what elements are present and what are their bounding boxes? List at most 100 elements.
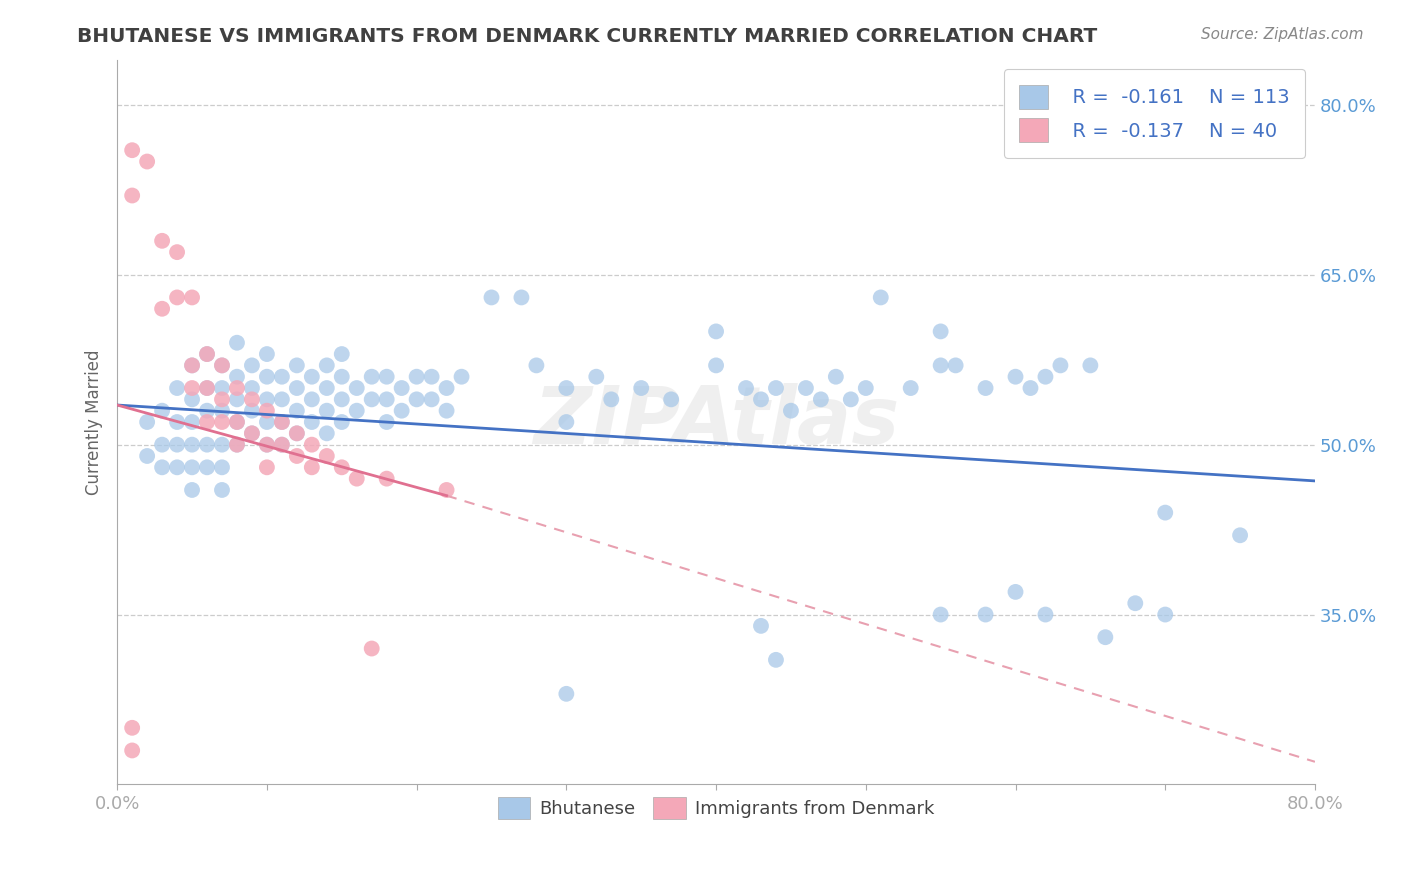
Point [166, 460, 188, 475]
Point [1123, 596, 1146, 610]
Text: BHUTANESE VS IMMIGRANTS FROM DENMARK CURRENTLY MARRIED CORRELATION CHART: BHUTANESE VS IMMIGRANTS FROM DENMARK CUR… [77, 27, 1098, 45]
Point [270, 438, 292, 452]
Point [270, 369, 292, 384]
Point [166, 438, 188, 452]
Point [1154, 506, 1177, 520]
Point [315, 426, 337, 441]
Point [211, 438, 233, 452]
Point [240, 392, 263, 407]
Point [285, 426, 308, 441]
Point [346, 381, 368, 395]
Point [181, 359, 204, 373]
Point [285, 359, 308, 373]
Point [765, 381, 787, 395]
Point [195, 347, 218, 361]
Point [150, 460, 173, 475]
Point [270, 438, 292, 452]
Point [436, 483, 458, 497]
Point [481, 290, 503, 304]
Point [330, 369, 353, 384]
Point [181, 415, 204, 429]
Point [226, 381, 249, 395]
Point [1019, 381, 1042, 395]
Point [1080, 359, 1102, 373]
Point [121, 143, 143, 157]
Point [136, 415, 159, 429]
Point [240, 403, 263, 417]
Point [330, 460, 353, 475]
Point [270, 415, 292, 429]
Point [150, 403, 173, 417]
Point [211, 415, 233, 429]
Point [375, 472, 398, 486]
Y-axis label: Currently Married: Currently Married [86, 350, 103, 495]
Point [315, 381, 337, 395]
Point [375, 392, 398, 407]
Point [436, 403, 458, 417]
Point [794, 381, 817, 395]
Point [121, 743, 143, 757]
Point [301, 438, 323, 452]
Point [869, 290, 891, 304]
Point [211, 359, 233, 373]
Point [510, 290, 533, 304]
Point [526, 359, 548, 373]
Point [195, 438, 218, 452]
Point [391, 403, 413, 417]
Point [929, 359, 952, 373]
Point [839, 392, 862, 407]
Point [420, 392, 443, 407]
Point [256, 347, 278, 361]
Point [181, 392, 204, 407]
Point [195, 381, 218, 395]
Point [226, 415, 249, 429]
Point [181, 290, 204, 304]
Point [1004, 585, 1026, 599]
Point [735, 381, 758, 395]
Point [121, 188, 143, 202]
Point [195, 347, 218, 361]
Point [1154, 607, 1177, 622]
Point [301, 460, 323, 475]
Point [780, 403, 803, 417]
Point [181, 359, 204, 373]
Point [226, 392, 249, 407]
Point [166, 290, 188, 304]
Legend: Bhutanese, Immigrants from Denmark: Bhutanese, Immigrants from Denmark [491, 789, 942, 826]
Point [360, 369, 382, 384]
Point [749, 392, 772, 407]
Point [211, 483, 233, 497]
Point [945, 359, 967, 373]
Point [166, 415, 188, 429]
Point [181, 381, 204, 395]
Point [211, 392, 233, 407]
Point [600, 392, 623, 407]
Point [226, 438, 249, 452]
Point [240, 426, 263, 441]
Point [256, 392, 278, 407]
Point [974, 607, 997, 622]
Point [285, 449, 308, 463]
Point [181, 483, 204, 497]
Point [285, 381, 308, 395]
Point [405, 392, 427, 407]
Point [270, 392, 292, 407]
Point [315, 359, 337, 373]
Point [150, 438, 173, 452]
Point [121, 721, 143, 735]
Point [226, 335, 249, 350]
Point [900, 381, 922, 395]
Point [256, 403, 278, 417]
Point [375, 369, 398, 384]
Point [1049, 359, 1071, 373]
Point [315, 449, 337, 463]
Point [450, 369, 472, 384]
Point [555, 381, 578, 395]
Point [226, 415, 249, 429]
Point [420, 369, 443, 384]
Point [226, 438, 249, 452]
Point [1004, 369, 1026, 384]
Point [195, 415, 218, 429]
Point [824, 369, 846, 384]
Point [240, 426, 263, 441]
